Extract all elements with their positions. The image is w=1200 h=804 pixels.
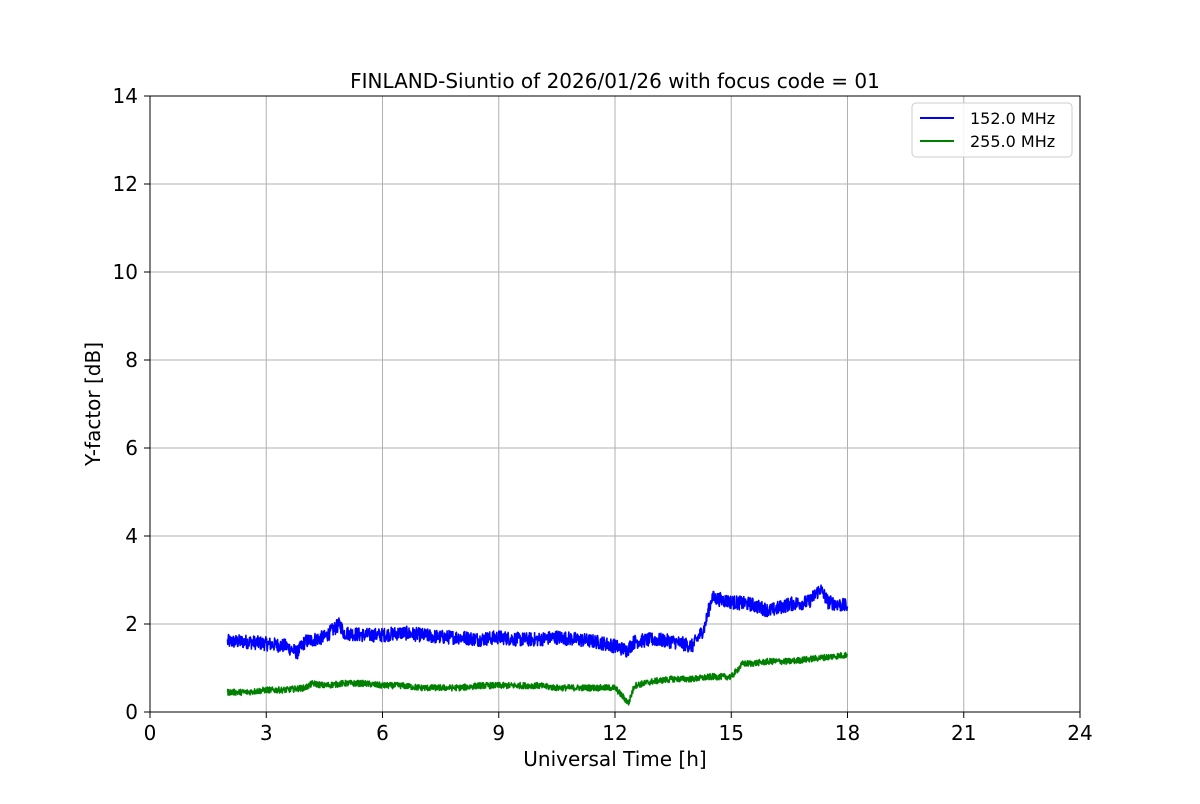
y-tick-label: 10 [113, 260, 138, 284]
x-tick-label: 12 [602, 721, 627, 745]
y-tick-label: 4 [125, 524, 138, 548]
x-tick-label: 18 [835, 721, 860, 745]
series-lines [226, 584, 849, 706]
x-axis-label: Universal Time [h] [523, 747, 706, 771]
legend-box [911, 102, 1073, 158]
y-tick-label: 12 [113, 172, 138, 196]
series-line-2 [226, 651, 849, 706]
legend-entry-label: 152.0 MHz [970, 109, 1055, 128]
y-tick-label: 6 [125, 436, 138, 460]
y-tick-label: 2 [125, 612, 138, 636]
y-tick-label: 8 [125, 348, 138, 372]
x-tick-label: 6 [376, 721, 389, 745]
legend-entry-label: 255.0 MHz [970, 132, 1055, 151]
grid [149, 95, 1081, 713]
x-tick-label: 15 [719, 721, 744, 745]
legend: 152.0 MHz 255.0 MHz [911, 102, 1073, 158]
y-tick-label: 14 [113, 84, 138, 108]
x-tick-label: 0 [144, 721, 157, 745]
x-tick-label: 9 [492, 721, 505, 745]
x-tick-label: 21 [951, 721, 976, 745]
y-tick-label: 0 [125, 700, 138, 724]
x-tick-label: 3 [260, 721, 273, 745]
chart-title: FINLAND-Siuntio of 2026/01/26 with focus… [350, 69, 880, 93]
x-tick-label: 24 [1067, 721, 1092, 745]
y-axis-label: Y-factor [dB] [81, 342, 105, 467]
series-line-1 [226, 584, 849, 660]
